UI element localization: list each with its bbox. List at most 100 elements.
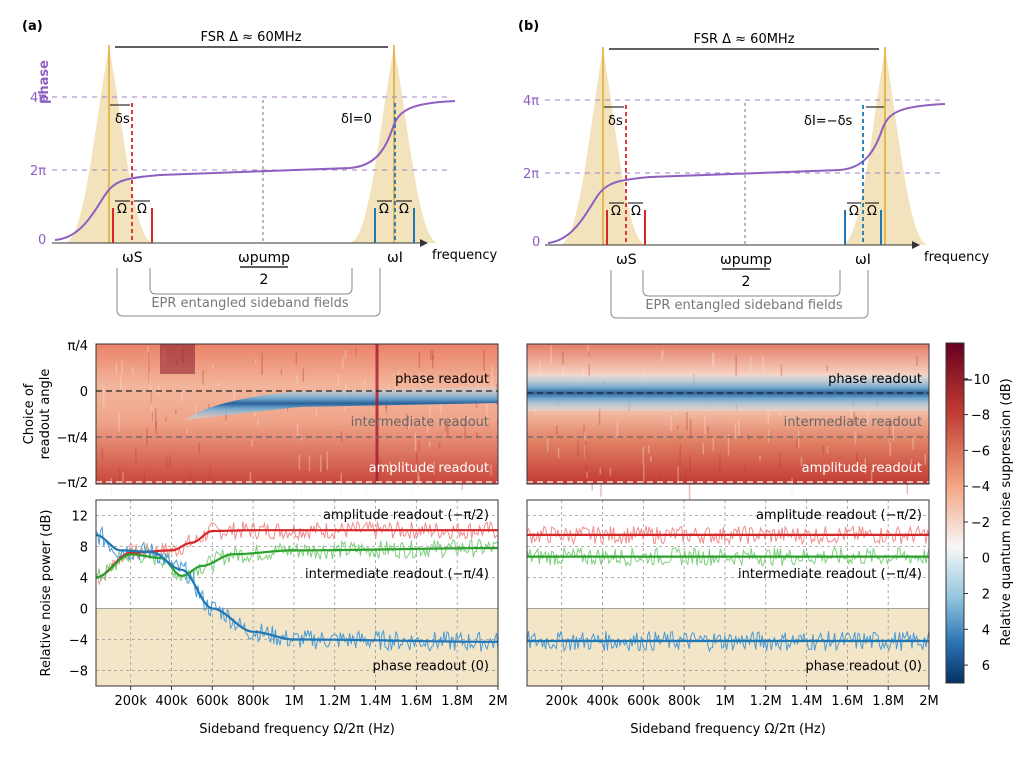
heatmap-a-streak-98 [319, 455, 322, 473]
omega-label-1-b: Ω [611, 204, 621, 219]
heatmap-b-streak-31 [712, 353, 714, 365]
noise-b-xlabel: Sideband frequency Ω/2π (Hz) [630, 722, 826, 737]
noise-a-phase-label: phase readout (0) [373, 659, 489, 674]
heatmap-a-streak-113 [464, 417, 466, 440]
heatmap-b-streak-36 [689, 454, 691, 473]
axis-arrow-b [912, 241, 920, 249]
heatmap-a-streak-62 [169, 454, 171, 469]
heatmap-b-streak-89 [850, 403, 852, 421]
tick-2pi-a: 2π [30, 164, 46, 179]
heatmap-a-streak-85 [461, 482, 463, 490]
heatmap-b-streak-23 [738, 420, 740, 438]
heatmap-b-streak-13 [562, 366, 564, 380]
nA-xtick-label-8: 1.8M [441, 694, 473, 709]
heatmap-a-streak-110 [295, 351, 298, 365]
noise-b-amp-label: amplitude readout (−π/2) [756, 508, 922, 523]
tick-0-b: 0 [532, 235, 540, 250]
heatmap-b-intermediate-label: intermediate readout [784, 415, 922, 430]
heatmap-b-streak-71 [864, 457, 866, 474]
epr-bracket-outer-b [610, 270, 869, 319]
heatmap-b-streak-68 [591, 479, 593, 491]
heatmap-b-streak-25 [677, 425, 679, 430]
heatmap-a-streak-22 [428, 441, 431, 448]
heatmap-b-streak-55 [748, 435, 750, 441]
heatmap-a-streak-52 [261, 353, 263, 375]
omega-label-3-a: Ω [379, 202, 389, 217]
heatmap-b-streak-50 [650, 456, 652, 463]
heatmap-b-streak-18 [866, 410, 869, 426]
epr-bracket-outer-a [116, 268, 381, 317]
heatmap-a-streak-69 [149, 385, 152, 402]
heatmap-a-streak-97 [233, 391, 236, 409]
heatmap-b-streak-48 [853, 411, 855, 425]
heatmap-b-phase-label: phase readout [828, 372, 922, 387]
heatmap-b-streak-113 [712, 352, 715, 369]
heatmap-a-streak-79 [486, 404, 488, 423]
heatmap-b-streak-100 [675, 411, 678, 416]
heatmap-b-streak-10 [686, 412, 688, 431]
delta-i-label-a: δI=0 [341, 112, 372, 127]
heatmap-a-streak-1 [432, 355, 435, 360]
heatmap-b-streak-26 [564, 476, 567, 485]
heatmap-a-ylabel-1: Choice of [22, 383, 37, 444]
nA-xtick-label-5: 1.2M [319, 694, 351, 709]
heatmap-b-streak-108 [648, 445, 650, 454]
epr-label-a: EPR entangled sideband fields [151, 296, 349, 311]
schematic-a: FSR Δ ≈ 60MHz phase frequency 4π 2π 0 Ω … [30, 30, 498, 317]
epr-label-b: EPR entangled sideband fields [645, 298, 843, 313]
omega-label-1-a: Ω [117, 202, 127, 217]
heatmap-b-streak-40 [786, 417, 789, 428]
heatmap-b-streak-54 [779, 452, 781, 468]
heatmap-a-streak-58 [102, 385, 105, 408]
nB-trace-1 [526, 546, 930, 568]
frequency-label-b: frequency [924, 250, 990, 265]
phase-curve-a [54, 100, 456, 241]
heatmap-b-streak-62 [670, 415, 673, 431]
heatmap-a-ytick-0: 0 [80, 385, 88, 400]
heatmap-a-streak-108 [300, 434, 302, 441]
heatmap-b-streak-79 [858, 433, 860, 439]
tick-2pi-b: 2π [523, 167, 539, 182]
heatmap-a-streak-114 [419, 371, 422, 387]
pump-den-a: 2 [260, 272, 269, 288]
heatmap-b-streak-114 [916, 356, 918, 366]
heatmap-a-streak-76 [342, 357, 344, 369]
omega-label-4-a: Ω [399, 202, 409, 217]
heatmap-b-streak-45 [600, 476, 602, 497]
noise-a-frame [95, 499, 499, 687]
heatmap-a-streak-56 [337, 374, 340, 385]
heatmap-a-streak-94 [447, 422, 449, 437]
heatmap-b-streak-56 [734, 422, 737, 439]
heatmap-a-streak-32 [326, 451, 329, 470]
heatmap-b-streak-61 [797, 431, 800, 448]
heatmap-b-streak-24 [822, 445, 825, 455]
heatmap-b-streak-88 [888, 435, 890, 443]
heatmap-b-streak-15 [598, 408, 601, 425]
heatmap-a-streak-45 [208, 403, 210, 408]
heatmap-a-streak-73 [406, 413, 408, 430]
colorbar-tick-label-5: 0 [982, 552, 990, 567]
heatmap-a-streak-82 [302, 368, 305, 382]
heatmap-a-streak-21 [385, 401, 388, 413]
heatmap-a-streak-80 [110, 478, 113, 497]
omega-i-label-a: ωI [387, 250, 403, 266]
heatmap-b-streak-83 [780, 364, 783, 377]
heatmap-a-streak-105 [151, 411, 153, 422]
nA-ytick-label-1: 8 [80, 541, 88, 556]
heatmap-b-streak-99 [870, 469, 873, 482]
heatmap-b-streak-17 [906, 480, 909, 495]
heatmap-a-streak-47 [143, 471, 146, 482]
heatmap-a-streak-5 [280, 369, 283, 375]
heatmap-a-streak-61 [202, 370, 204, 385]
heatmap-a-ylabel-2: readout angle [38, 369, 53, 460]
delta-s-label-a: δs [115, 112, 130, 127]
heatmap-b-streak-28 [791, 477, 793, 498]
heatmap-a-streak-13 [175, 409, 177, 414]
noise-a-ticks: 200k 400k 600k 800k 1M 1.2M 1.4M 1.6M 1.8M 2M 12 8 4… [69, 510, 508, 710]
nA-xtick-label-7: 1.6M [400, 694, 432, 709]
heatmap-b-streak-90 [557, 447, 560, 459]
heatmap-a-streak-0 [429, 401, 431, 418]
nA-fit-0 [95, 529, 498, 579]
nA-ytick-label-5: −8 [69, 665, 88, 680]
heatmap-b-streak-110 [826, 446, 829, 454]
